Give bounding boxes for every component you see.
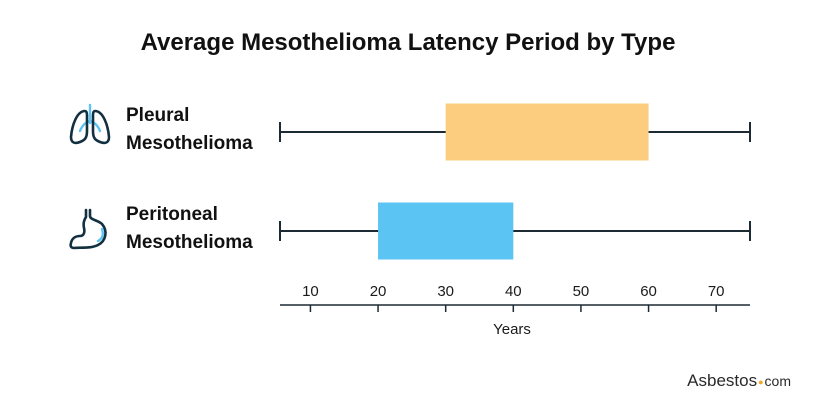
- x-tick-label: 30: [437, 283, 454, 300]
- brand-dot: ●: [758, 377, 763, 387]
- x-tick-label: 10: [302, 283, 319, 300]
- brand-suffix: com: [765, 373, 791, 389]
- chart-title: Average Mesothelioma Latency Period by T…: [141, 29, 676, 56]
- iqr-box: [445, 103, 649, 161]
- x-tick-label: 70: [708, 283, 725, 300]
- stomach-icon: [69, 208, 107, 250]
- iqr-box: [378, 202, 514, 260]
- x-axis-title: Years: [493, 321, 531, 338]
- category-labels: Pleural Mesothelioma Peritoneal Mesotheliom…: [126, 105, 253, 253]
- x-tick-label: 40: [505, 283, 522, 300]
- brand-logo[interactable]: Asbestos●com: [687, 371, 791, 390]
- x-axis: 10 20 30 40 50 60 70: [280, 283, 750, 312]
- x-tick-label: 50: [573, 283, 590, 300]
- category-label: Peritoneal: [126, 204, 218, 225]
- x-tick-label: 60: [640, 283, 657, 300]
- category-label: Pleural: [126, 105, 189, 126]
- svg-text:Asbestos●com: Asbestos●com: [687, 371, 791, 390]
- x-tick-label: 20: [370, 283, 387, 300]
- category-label: Mesothelioma: [126, 133, 253, 154]
- box-series: [279, 103, 751, 260]
- lungs-icon: [69, 103, 111, 145]
- box-row: [279, 202, 751, 260]
- brand-name: Asbestos: [687, 371, 757, 390]
- box-row: [279, 103, 751, 161]
- category-label: Mesothelioma: [126, 232, 253, 253]
